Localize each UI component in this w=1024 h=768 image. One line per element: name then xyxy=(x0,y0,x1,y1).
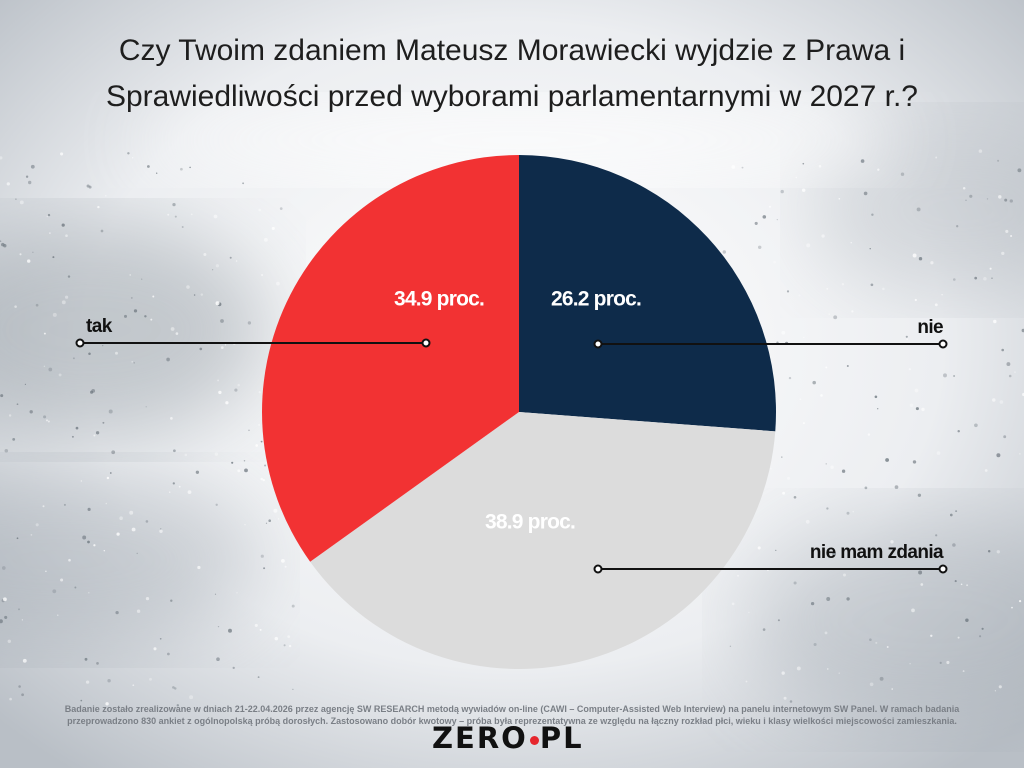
category-label-nie-mam-zdania: nie mam zdania xyxy=(810,542,944,563)
methodology-footnote: Badanie zostało zrealizowane w dniach 21… xyxy=(64,704,960,726)
pie-slice-tak xyxy=(262,155,519,562)
callout-dot-nie-mam-zdania-1 xyxy=(938,564,948,574)
callout-dot-nie-1 xyxy=(938,339,948,349)
category-label-nie: nie xyxy=(917,317,943,338)
zero-pl-logo[interactable]: ZERO PL xyxy=(432,722,612,754)
callout-dot-tak-1 xyxy=(75,338,85,348)
callout-dot-tak-0 xyxy=(421,338,431,348)
value-label-nie: 26.2 proc. xyxy=(551,288,641,311)
logo-text-left: ZERO xyxy=(432,721,528,755)
value-label-nie-mam-zdania: 38.9 proc. xyxy=(485,511,575,534)
chart-title: Czy Twoim zdaniem Mateusz Morawiecki wyj… xyxy=(105,34,918,113)
logo-text-right: PL xyxy=(539,721,584,755)
logo-dot-icon xyxy=(529,736,539,745)
value-label-tak: 34.9 proc. xyxy=(394,288,484,311)
category-label-tak: tak xyxy=(86,316,113,337)
pie-slice-nie-mam-zdania xyxy=(310,412,776,669)
pie-slice-nie xyxy=(519,155,777,432)
callout-dot-nie-0 xyxy=(593,339,603,349)
callout-dot-nie-mam-zdania-0 xyxy=(593,564,603,574)
